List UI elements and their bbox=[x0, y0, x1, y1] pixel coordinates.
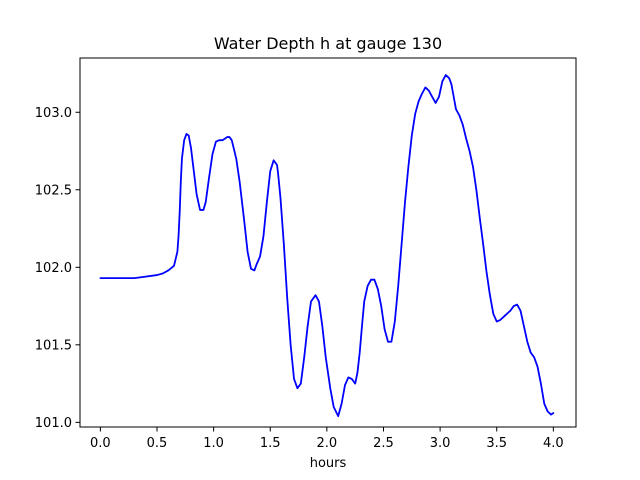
x-tick-label: 3.5 bbox=[486, 436, 507, 451]
series-line bbox=[99, 74, 555, 418]
x-tick-label: 0.0 bbox=[90, 436, 111, 451]
x-tick-label: 2.5 bbox=[373, 436, 394, 451]
chart-title: Water Depth h at gauge 130 bbox=[214, 34, 442, 53]
x-tick-label: 2.0 bbox=[317, 436, 338, 451]
x-axis-title: hours bbox=[310, 456, 347, 471]
x-tick-label: 0.5 bbox=[147, 436, 168, 451]
y-tick-label: 102.5 bbox=[35, 183, 72, 198]
x-tick-label: 1.5 bbox=[260, 436, 281, 451]
x-tick-label: 4.0 bbox=[543, 436, 564, 451]
y-tick-label: 102.0 bbox=[35, 261, 72, 276]
plot-frame bbox=[79, 57, 577, 428]
axis-ticks: 0.0 0.5 1.0 1.5 2.0 2.5 3.0 3.5 4.0 101.0 101.5 102… bbox=[35, 106, 564, 451]
data-series bbox=[99, 74, 555, 418]
y-tick-label: 101.0 bbox=[35, 416, 72, 431]
x-tick-label: 1.0 bbox=[203, 436, 224, 451]
x-tick-label: 3.0 bbox=[430, 436, 451, 451]
y-tick-label: 101.5 bbox=[35, 338, 72, 353]
y-tick-label: 103.0 bbox=[35, 106, 72, 121]
